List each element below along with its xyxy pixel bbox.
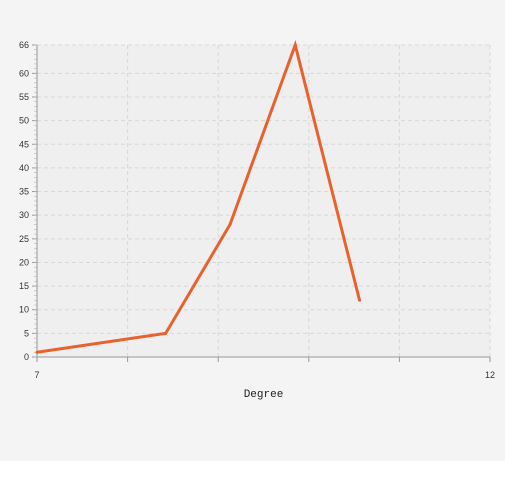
y-tick-label: 25 [19, 234, 29, 244]
data-point [228, 223, 232, 227]
y-tick-label: 66 [19, 40, 29, 50]
y-tick-label: 50 [19, 116, 29, 126]
y-tick-label: 35 [19, 187, 29, 197]
data-point [164, 331, 168, 335]
y-tick-label: 40 [19, 163, 29, 173]
x-tick-label: 7 [34, 370, 39, 380]
data-point [35, 350, 39, 354]
y-tick-label: 15 [19, 281, 29, 291]
x-tick-label: 12 [485, 370, 495, 380]
y-tick-label: 45 [19, 139, 29, 149]
chart-panel: 0 5 10 15 20 25 30 35 40 45 50 55 60 66 7 12 Degree [0, 0, 505, 461]
y-tick-label: 55 [19, 92, 29, 102]
series-layer [35, 39, 362, 354]
y-tick-label: 60 [19, 68, 29, 78]
line-chart: 0 5 10 15 20 25 30 35 40 45 50 55 60 66 7 12 Degree [19, 39, 495, 401]
y-tick-label: 30 [19, 210, 29, 220]
x-axis-title: Degree [244, 389, 284, 401]
y-tick-label: 20 [19, 257, 29, 267]
y-tick-label: 0 [24, 352, 29, 362]
y-tick-label: 5 [24, 328, 29, 338]
data-point [358, 298, 362, 302]
data-point [293, 43, 297, 47]
grid-lines [37, 44, 491, 357]
axes: 0 5 10 15 20 25 30 35 40 45 50 55 60 66 7 12 [19, 40, 495, 380]
y-tick-label: 10 [19, 305, 29, 315]
